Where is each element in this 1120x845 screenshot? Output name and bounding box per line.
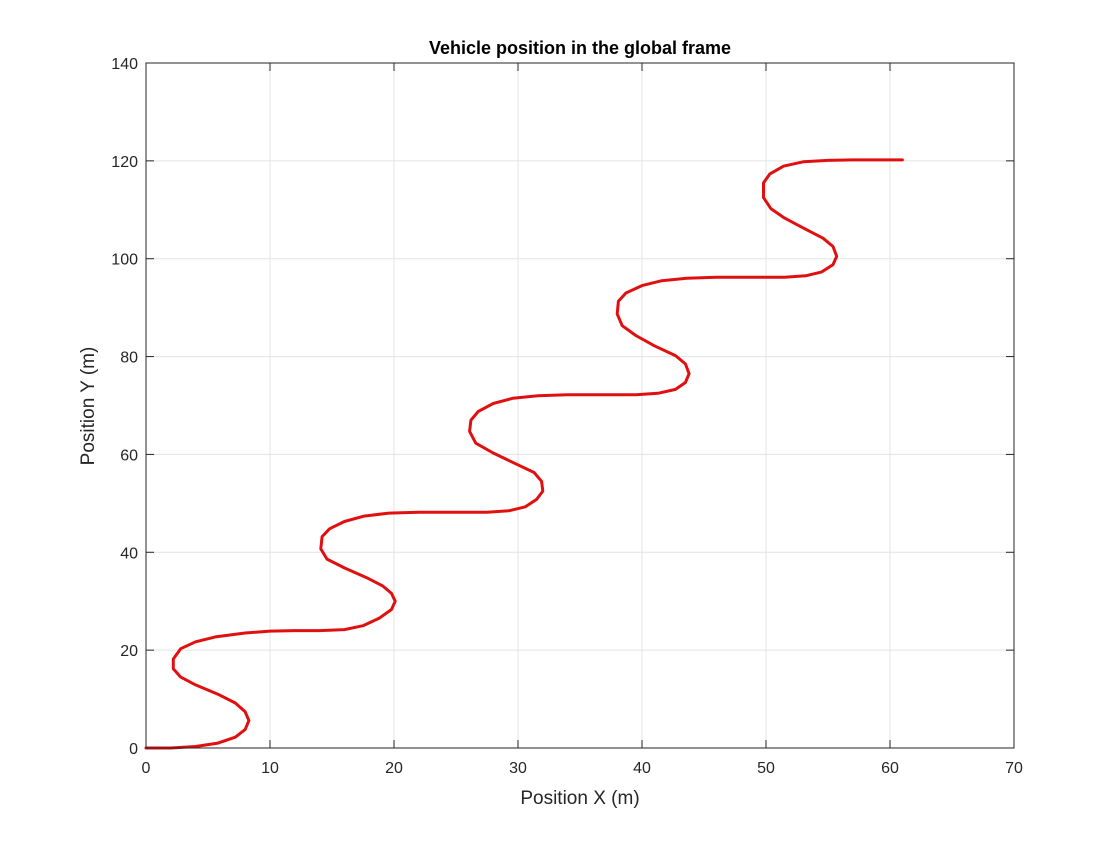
y-axis-label: Position Y (m) [78, 347, 99, 466]
y-tick-label: 20 [120, 643, 138, 660]
y-tick-label: 60 [120, 447, 138, 464]
ticks [145, 62, 1015, 749]
x-tick-label: 40 [633, 760, 651, 777]
y-tick-label: 120 [111, 154, 138, 171]
x-tick-label: 20 [385, 760, 403, 777]
axes-frame [145, 62, 1015, 749]
tick-labels: 0 10 20 30 40 50 60 70 0 20 40 60 80 100 120 140 [111, 56, 1023, 777]
plot-box [145, 62, 1015, 749]
y-tick-label: 80 [120, 350, 138, 367]
y-tick-label: 100 [111, 252, 138, 269]
x-tick-label: 10 [261, 760, 279, 777]
x-tick-label: 0 [142, 760, 151, 777]
y-tick-label: 140 [111, 56, 138, 73]
x-tick-label: 50 [757, 760, 775, 777]
x-tick-label: 70 [1005, 760, 1023, 777]
y-tick-label: 0 [129, 741, 138, 758]
chart-title: Vehicle position in the global frame [429, 38, 731, 58]
x-tick-label: 60 [881, 760, 899, 777]
x-axis-label: Position X (m) [520, 788, 639, 809]
y-tick-label: 40 [120, 545, 138, 562]
series-layer [144, 158, 904, 750]
x-tick-label: 30 [509, 760, 527, 777]
grid [145, 62, 1015, 749]
trajectory-line [144, 158, 904, 750]
